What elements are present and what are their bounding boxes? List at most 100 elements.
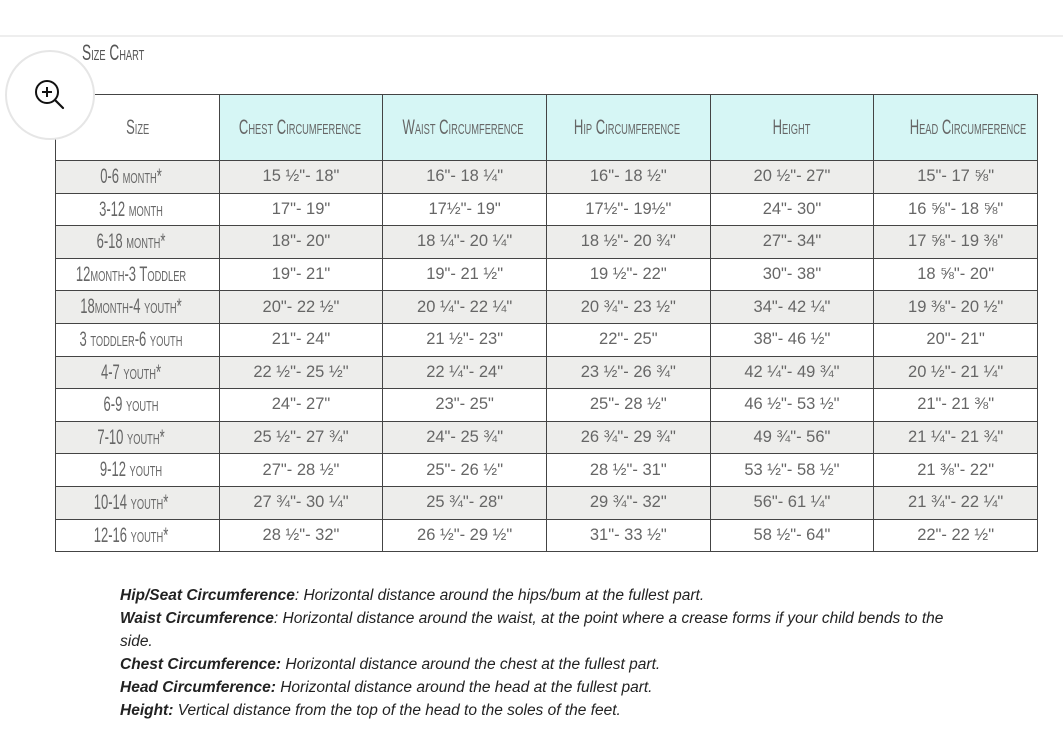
measurement-cell: 27"- 34" — [709, 225, 875, 259]
table-row: 7-10 youth* 25 ½"- 27 ¾" 24"- 25 ¾" 26 ¾"- … — [55, 420, 1038, 455]
zoom-in-button[interactable] — [5, 50, 95, 140]
note-line: Chest Circumference: Horizontal distance… — [120, 653, 950, 676]
note-line: Height: Vertical distance from the top o… — [120, 699, 950, 722]
note-line: Hip/Seat Circumference: Horizontal dista… — [120, 584, 950, 607]
column-header: Waist Circumference — [382, 94, 547, 161]
measurement-cell: 25"- 28 ½" — [545, 388, 711, 422]
measurement-cell: 49 ¾"- 56" — [709, 420, 875, 455]
measurement-cell: 38"- 46 ½" — [709, 322, 875, 357]
measurement-cell: 23 ½"- 26 ¾" — [545, 355, 711, 390]
note-term: Chest Circumference: — [120, 656, 282, 673]
measurement-cell: 15 ½"- 18" — [218, 160, 384, 194]
size-cell: 3 toddler-6 youth — [55, 322, 220, 357]
column-header-label: Size — [125, 115, 149, 139]
note-term: Waist Circumference — [120, 610, 274, 627]
measurement-cell: 30"- 38" — [709, 257, 875, 292]
column-header: Size — [55, 94, 220, 161]
note-text: Horizontal distance around the chest at … — [281, 656, 661, 673]
table-row: 3 toddler-6 youth 21"- 24" 21 ½"- 23" 22"- … — [55, 322, 1038, 357]
note-text: : Horizontal distance around the hips/bu… — [294, 587, 705, 604]
column-header-label: Head Circumference — [909, 115, 1027, 139]
column-header: Hip Circumference — [545, 94, 711, 161]
measurement-cell: 17 ⅝"- 19 ⅜" — [873, 225, 1038, 259]
table-row: 0-6 month* 15 ½"- 18" 16"- 18 ¼" 16"- 18 ½"… — [55, 160, 1038, 194]
measurement-cell: 16 ⅝"- 18 ⅝" — [873, 192, 1038, 227]
table-row: 4-7 youth* 22 ½"- 25 ½" 22 ¼"- 24" 23 ½"- 2… — [55, 355, 1038, 390]
size-cell: 10-14 youth* — [55, 485, 220, 520]
measurement-cell: 16"- 18 ½" — [545, 160, 711, 194]
table-row: 6-9 youth 24"- 27" 23"- 25" 25"- 28 ½" 46 ½"… — [55, 388, 1038, 422]
note-text: : Horizontal distance around the waist, … — [120, 610, 944, 650]
measurement-notes: Hip/Seat Circumference: Horizontal dista… — [120, 584, 950, 722]
column-header-label: Height — [773, 115, 811, 139]
note-text: Vertical distance from the top of the he… — [173, 702, 621, 719]
measurement-cell: 19 ½"- 22" — [545, 257, 711, 292]
measurement-cell: 20 ½"- 27" — [709, 160, 875, 194]
measurement-cell: 18 ⅝"- 20" — [873, 257, 1038, 292]
measurement-cell: 18 ¼"- 20 ¼" — [382, 225, 547, 259]
size-cell: 6-9 youth — [55, 388, 220, 422]
table-row: 18month-4 youth* 20"- 22 ½" 20 ¼"- 22 ¼" 20… — [55, 290, 1038, 324]
page-title: Size Chart — [82, 40, 145, 65]
size-chart-table: Size Chest Circumference Waist Circumferen… — [55, 94, 1038, 553]
header-row: Size Chest Circumference Waist Circumferen… — [55, 94, 1038, 161]
size-cell: 9-12 youth — [55, 453, 220, 487]
table-row: 9-12 youth 27"- 28 ½" 25"- 26 ½" 28 ½"- 31"… — [55, 453, 1038, 487]
measurement-cell: 22 ¼"- 24" — [382, 355, 547, 390]
table-row: 6-18 month* 18"- 20" 18 ¼"- 20 ¼" 18 ½"- 20… — [55, 225, 1038, 259]
measurement-cell: 21 ¼"- 21 ¾" — [873, 420, 1038, 455]
column-header: Height — [709, 94, 875, 161]
note-line: Head Circumference: Horizontal distance … — [120, 676, 950, 699]
column-header-label: Chest Circumference — [238, 115, 361, 139]
measurement-cell: 25"- 26 ½" — [382, 453, 547, 487]
measurement-cell: 34"- 42 ¼" — [709, 290, 875, 324]
table-row: 12month-3 Toddler 19"- 21" 19"- 21 ½" 19 ½"… — [55, 257, 1038, 292]
measurement-cell: 22"- 25" — [545, 322, 711, 357]
measurement-cell: 21 ¾"- 22 ¼" — [873, 485, 1038, 520]
zoom-in-icon — [35, 80, 65, 110]
measurement-cell: 24"- 30" — [709, 192, 875, 227]
measurement-cell: 25 ¾"- 28" — [382, 485, 547, 520]
measurement-cell: 28 ½"- 31" — [545, 453, 711, 487]
measurement-cell: 21 ⅜"- 22" — [873, 453, 1038, 487]
measurement-cell: 19"- 21 ½" — [382, 257, 547, 292]
measurement-cell: 56"- 61 ¼" — [709, 485, 875, 520]
size-cell: 4-7 youth* — [55, 355, 220, 390]
table-row: 12-16 youth* 28 ½"- 32" 26 ½"- 29 ½" 31"- 3… — [55, 518, 1038, 553]
note-term: Head Circumference: — [120, 679, 276, 696]
measurement-cell: 18"- 20" — [218, 225, 384, 259]
table-row: 10-14 youth* 27 ¾"- 30 ¼" 25 ¾"- 28" 29 ¾"-… — [55, 485, 1038, 520]
size-cell: 3-12 month — [55, 192, 220, 227]
column-header-label: Waist Circumference — [402, 115, 524, 139]
measurement-cell: 42 ¼"- 49 ¾" — [709, 355, 875, 390]
measurement-cell: 20"- 22 ½" — [218, 290, 384, 324]
measurement-cell: 24"- 25 ¾" — [382, 420, 547, 455]
measurement-cell: 29 ¾"- 32" — [545, 485, 711, 520]
measurement-cell: 26 ¾"- 29 ¾" — [545, 420, 711, 455]
size-cell: 18month-4 youth* — [55, 290, 220, 324]
top-divider — [0, 35, 1063, 37]
measurement-cell: 46 ½"- 53 ½" — [709, 388, 875, 422]
measurement-cell: 31"- 33 ½" — [545, 518, 711, 553]
measurement-cell: 53 ½"- 58 ½" — [709, 453, 875, 487]
measurement-cell: 19 ⅜"- 20 ½" — [873, 290, 1038, 324]
note-text: Horizontal distance around the head at t… — [275, 679, 653, 696]
note-term: Hip/Seat Circumference — [120, 587, 295, 604]
size-cell: 7-10 youth* — [55, 420, 220, 455]
column-header: Chest Circumference — [218, 94, 384, 161]
measurement-cell: 28 ½"- 32" — [218, 518, 384, 553]
size-cell: 12month-3 Toddler — [55, 257, 220, 292]
measurement-cell: 17½"- 19½" — [545, 192, 711, 227]
note-term: Height: — [120, 702, 174, 719]
measurement-cell: 21"- 24" — [218, 322, 384, 357]
measurement-cell: 22 ½"- 25 ½" — [218, 355, 384, 390]
column-header-label: Hip Circumference — [573, 115, 681, 139]
measurement-cell: 20"- 21" — [873, 322, 1038, 357]
measurement-cell: 21 ½"- 23" — [382, 322, 547, 357]
size-cell: 0-6 month* — [55, 160, 220, 194]
measurement-cell: 18 ½"- 20 ¾" — [545, 225, 711, 259]
table-row: 3-12 month 17"- 19" 17½"- 19" 17½"- 19½" 24"… — [55, 192, 1038, 227]
measurement-cell: 17"- 19" — [218, 192, 384, 227]
measurement-cell: 16"- 18 ¼" — [382, 160, 547, 194]
size-cell: 6-18 month* — [55, 225, 220, 259]
